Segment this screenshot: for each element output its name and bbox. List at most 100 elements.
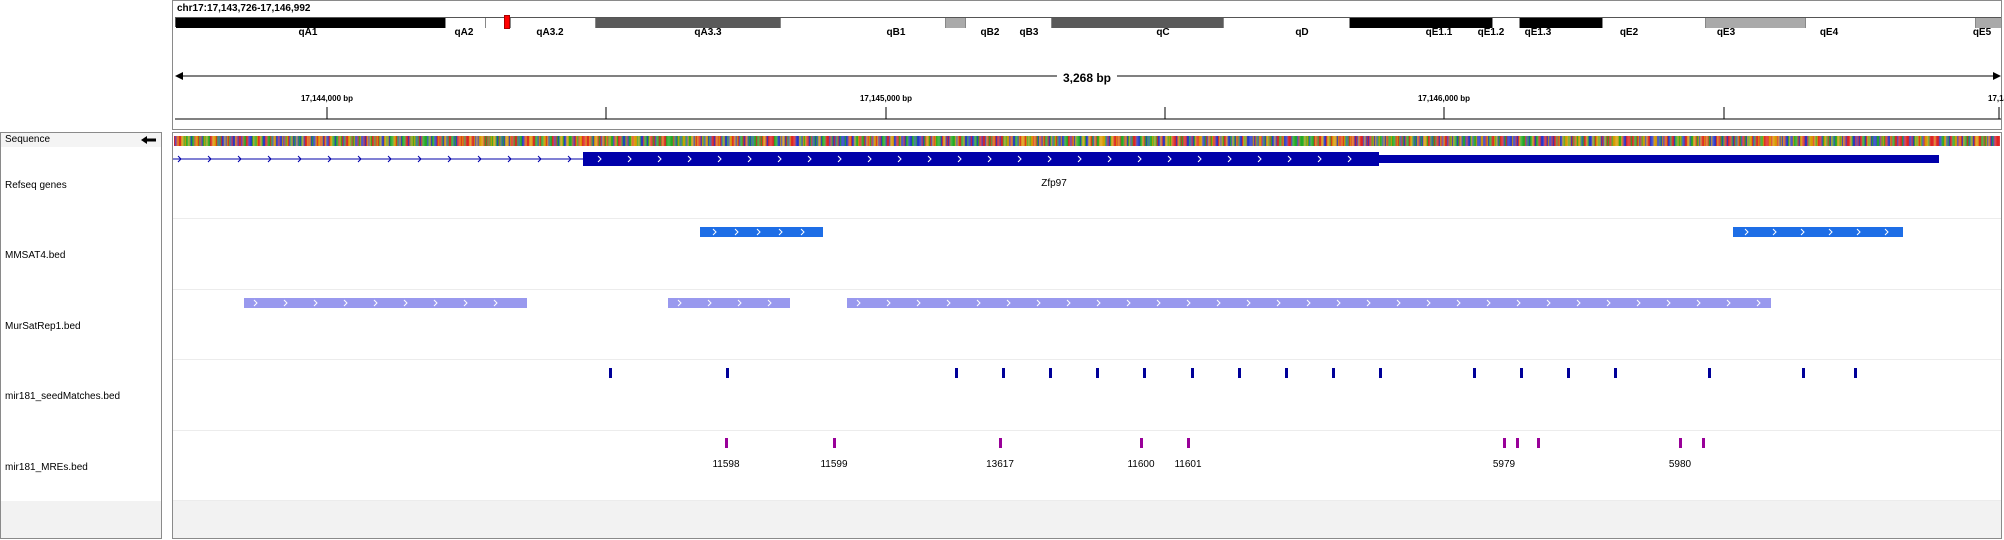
seed-match-feature <box>1049 368 1052 378</box>
mmsat-feature <box>1733 227 1903 237</box>
seed-match-feature <box>1379 368 1382 378</box>
cytoband-qA2[interactable] <box>446 18 486 28</box>
cytoband-label: qE1.1 <box>1425 27 1453 38</box>
seed-match-feature <box>1708 368 1711 378</box>
cytoband-label: qB3 <box>1019 27 1039 38</box>
cytoband-qB3[interactable] <box>966 18 1052 28</box>
cytoband-label: qA2 <box>454 27 474 38</box>
mre-label: 5979 <box>1492 459 1516 470</box>
mre-label: 5980 <box>1668 459 1692 470</box>
cytoband-qE1.1[interactable] <box>1350 18 1493 28</box>
mursat-feature <box>244 298 527 308</box>
mre-feature <box>833 438 836 448</box>
track-separator <box>173 430 2001 431</box>
cytoband-qE2[interactable] <box>1603 18 1706 28</box>
mre-feature <box>1516 438 1519 448</box>
track-data-panel: Zfp97 11598 11599 13617 11600 11601 5979… <box>172 132 2002 539</box>
seed-match-feature <box>1802 368 1805 378</box>
mre-feature <box>1187 438 1190 448</box>
seed-match-feature <box>1567 368 1570 378</box>
cytoband-label: qE5 <box>1972 27 1992 38</box>
gene-name-label: Zfp97 <box>1041 178 1067 189</box>
header-panel: chr17:17,143,726-17,146,992 qA1 qA2 qA3.2 q… <box>172 0 2004 130</box>
mre-feature <box>1537 438 1540 448</box>
seed-match-feature <box>1332 368 1335 378</box>
mre-label: 11598 <box>712 459 740 470</box>
cytoband-qA3.3[interactable] <box>596 18 781 28</box>
track-label-mres[interactable]: mir181_MREs.bed <box>5 462 88 473</box>
cytoband-label: qB1 <box>886 27 906 38</box>
ideogram-current-region[interactable] <box>504 15 510 29</box>
seed-match-feature <box>1238 368 1241 378</box>
seed-match-feature <box>955 368 958 378</box>
chromosome-ideogram[interactable] <box>175 15 2002 29</box>
mmsat-feature <box>700 227 823 237</box>
seed-match-feature <box>1143 368 1146 378</box>
mursat-feature <box>847 298 1771 308</box>
cytoband-label: qE3 <box>1716 27 1736 38</box>
cytoband-qE5[interactable] <box>1976 18 2002 28</box>
cytoband-qB1[interactable] <box>781 18 946 28</box>
cytoband-qA3.2[interactable] <box>511 18 596 28</box>
seed-match-feature <box>1473 368 1476 378</box>
seed-match-feature <box>1096 368 1099 378</box>
cytoband-qB2[interactable] <box>946 18 966 28</box>
mmsat-track[interactable] <box>173 226 2003 238</box>
ruler-axis <box>175 107 2001 120</box>
cytoband-label: qB2 <box>980 27 1000 38</box>
mre-label: 13617 <box>986 459 1014 470</box>
sequence-track[interactable] <box>174 136 2000 146</box>
mursat-track[interactable] <box>173 297 2003 309</box>
cytoband-label: qE1.3 <box>1524 27 1552 38</box>
mre-label: 11599 <box>820 459 848 470</box>
ruler-span-label: 3,268 bp <box>1056 71 1118 85</box>
cytoband-label: qE4 <box>1819 27 1839 38</box>
cytoband-qE3[interactable] <box>1706 18 1806 28</box>
seedmatches-track[interactable] <box>173 367 2003 379</box>
mre-feature <box>1679 438 1682 448</box>
mre-feature <box>1140 438 1143 448</box>
cytoband-labels: qA1 qA2 qA3.2 qA3.3 qB1 qB2 qB3 qC qD qE1.1 qE1.2 q… <box>175 27 2001 41</box>
mre-feature <box>1702 438 1705 448</box>
track-separator <box>173 500 2001 501</box>
track-label-seedmatches[interactable]: mir181_seedMatches.bed <box>5 391 121 402</box>
cytoband-qE1.3[interactable] <box>1520 18 1603 28</box>
cytoband-qC[interactable] <box>1052 18 1224 28</box>
mre-feature <box>999 438 1002 448</box>
cytoband-qE4[interactable] <box>1806 18 1976 28</box>
seed-match-feature <box>1002 368 1005 378</box>
mre-feature <box>725 438 728 448</box>
mre-feature <box>1503 438 1506 448</box>
cytoband-label: qA3.3 <box>694 27 722 38</box>
cytoband-label: qD <box>1295 27 1309 38</box>
seed-match-feature <box>1614 368 1617 378</box>
track-name-panel: Sequence Refseq genes MMSAT4.bed MurSatR… <box>0 132 162 539</box>
track-label-sequence[interactable]: Sequence <box>5 134 51 145</box>
cytoband-label: qC <box>1156 27 1170 38</box>
cytoband-qD[interactable] <box>1224 18 1350 28</box>
track-separator <box>173 359 2001 360</box>
track-label-mursat[interactable]: MurSatRep1.bed <box>5 321 81 332</box>
cytoband-qE1.2[interactable] <box>1493 18 1520 28</box>
cytoband-label: qA1 <box>298 27 318 38</box>
cytoband-qA3.1[interactable] <box>486 18 511 28</box>
seed-match-feature <box>1285 368 1288 378</box>
mres-track[interactable] <box>173 437 2003 449</box>
track-label-refseq[interactable]: Refseq genes <box>5 180 67 191</box>
track-label-mmsat[interactable]: MMSAT4.bed <box>5 250 66 261</box>
ruler-tick-label: 17,146,000 bp <box>1417 94 1471 103</box>
refseq-gene-feature[interactable] <box>173 151 2003 167</box>
seed-match-feature <box>609 368 612 378</box>
sequence-strand-arrow-icon[interactable] <box>141 136 157 144</box>
ruler-tick-label: 17,145,000 bp <box>859 94 913 103</box>
cytoband-label: qE2 <box>1619 27 1639 38</box>
ruler-tick-label: 17,144,000 bp <box>300 94 354 103</box>
cytoband-label: qE1.2 <box>1477 27 1505 38</box>
seed-match-feature <box>1191 368 1194 378</box>
mre-label: 11600 <box>1127 459 1155 470</box>
seed-match-feature <box>1854 368 1857 378</box>
seed-match-feature <box>726 368 729 378</box>
seed-match-feature <box>1520 368 1523 378</box>
cytoband-qA1[interactable] <box>176 18 446 28</box>
ruler-tick-label: 17,147,000 bp <box>1988 94 2004 103</box>
